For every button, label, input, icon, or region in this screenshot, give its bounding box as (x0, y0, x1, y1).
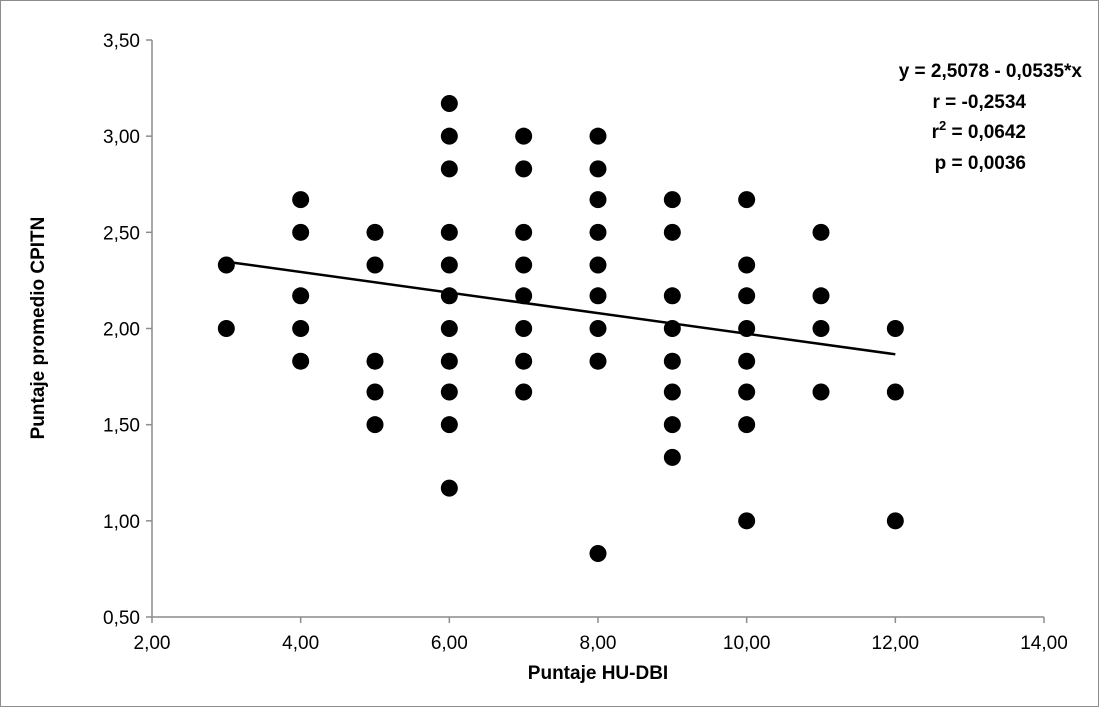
r2-superscript: 2 (939, 118, 946, 133)
x-tick-label: 6,00 (431, 633, 468, 654)
y-tick-label: 2,50 (103, 223, 140, 244)
data-point (292, 352, 310, 370)
data-point (366, 383, 384, 401)
data-point (440, 352, 458, 370)
data-point (515, 223, 533, 241)
data-point (589, 320, 607, 337)
data-point (738, 191, 756, 209)
x-tick-label: 10,00 (723, 633, 771, 654)
x-tick-label: 12,00 (872, 633, 920, 654)
y-tick-label: 2,00 (103, 320, 140, 341)
data-point (515, 127, 533, 145)
data-point (292, 287, 310, 305)
y-tick-label: 3,50 (103, 31, 140, 52)
data-point (663, 320, 681, 337)
data-point (663, 191, 681, 209)
data-point (589, 223, 607, 241)
data-point (217, 320, 235, 337)
data-point (886, 320, 904, 337)
trendline-group (226, 260, 896, 356)
data-point (589, 191, 607, 209)
data-point (440, 320, 458, 337)
x-tick-labels: 2,00 4,00 6,00 8,00 10,00 12,00 14,00 (134, 633, 1068, 654)
r-label: r = -0,2534 (933, 92, 1027, 113)
data-point (217, 256, 235, 274)
data-point (515, 256, 533, 274)
data-point (589, 545, 607, 563)
data-point (663, 287, 681, 305)
data-points (217, 94, 904, 563)
y-tick-label: 1,00 (103, 512, 140, 533)
data-point (366, 416, 384, 434)
data-point (440, 383, 458, 401)
data-point (589, 160, 607, 178)
r2-prefix: r (932, 122, 940, 143)
data-point (738, 512, 756, 530)
data-point (738, 352, 756, 370)
x-tick-label: 4,00 (282, 633, 319, 654)
data-point (366, 256, 384, 274)
data-point (886, 383, 904, 401)
data-point (812, 320, 830, 337)
data-point (440, 127, 458, 145)
data-point (366, 352, 384, 370)
x-tick-label: 2,00 (134, 633, 171, 654)
data-point (886, 512, 904, 530)
data-point (440, 94, 458, 112)
data-point (589, 287, 607, 305)
data-point (440, 160, 458, 178)
regression-annotation: y = 2,5078 - 0,0535*x r = -0,2534 r2 = 0… (899, 61, 1083, 174)
data-point (515, 160, 533, 178)
data-point (440, 287, 458, 305)
data-point (515, 352, 533, 370)
data-point (366, 223, 384, 241)
r2-value: = 0,0642 (946, 122, 1026, 143)
x-tick-marks (151, 617, 1045, 623)
data-point (738, 256, 756, 274)
x-axis-title: Puntaje HU-DBI (528, 663, 668, 684)
data-point (812, 223, 830, 241)
data-point (812, 383, 830, 401)
data-point (663, 416, 681, 434)
data-point (812, 287, 830, 305)
data-point (738, 320, 756, 337)
p-label: p = 0,0036 (935, 153, 1026, 174)
y-tick-label: 1,50 (103, 416, 140, 437)
data-point (738, 287, 756, 305)
data-point (738, 383, 756, 401)
y-tick-marks (146, 39, 152, 618)
x-tick-label: 8,00 (580, 633, 617, 654)
data-point (589, 352, 607, 370)
x-tick-label: 14,00 (1020, 633, 1068, 654)
data-point (515, 383, 533, 401)
data-point (292, 191, 310, 209)
data-point (292, 223, 310, 241)
data-point (589, 127, 607, 145)
data-point (515, 320, 533, 337)
y-tick-labels: 0,50 1,00 1,50 2,00 2,50 3,00 3,50 (103, 31, 140, 629)
data-point (589, 256, 607, 274)
data-point (738, 416, 756, 434)
data-point (292, 320, 310, 337)
data-point (515, 287, 533, 305)
r2-label: r2 = 0,0642 (932, 118, 1026, 143)
data-point (663, 223, 681, 241)
data-point (440, 479, 458, 497)
y-axis-title: Puntaje promedio CPITN (28, 217, 49, 440)
y-tick-label: 3,00 (103, 127, 140, 148)
data-point (440, 416, 458, 434)
data-point (663, 448, 681, 466)
y-tick-label: 0,50 (103, 608, 140, 629)
data-point (440, 223, 458, 241)
data-point (663, 383, 681, 401)
equation-label: y = 2,5078 - 0,0535*x (899, 61, 1083, 82)
data-point (440, 256, 458, 274)
data-point (663, 352, 681, 370)
trendline (226, 260, 896, 356)
